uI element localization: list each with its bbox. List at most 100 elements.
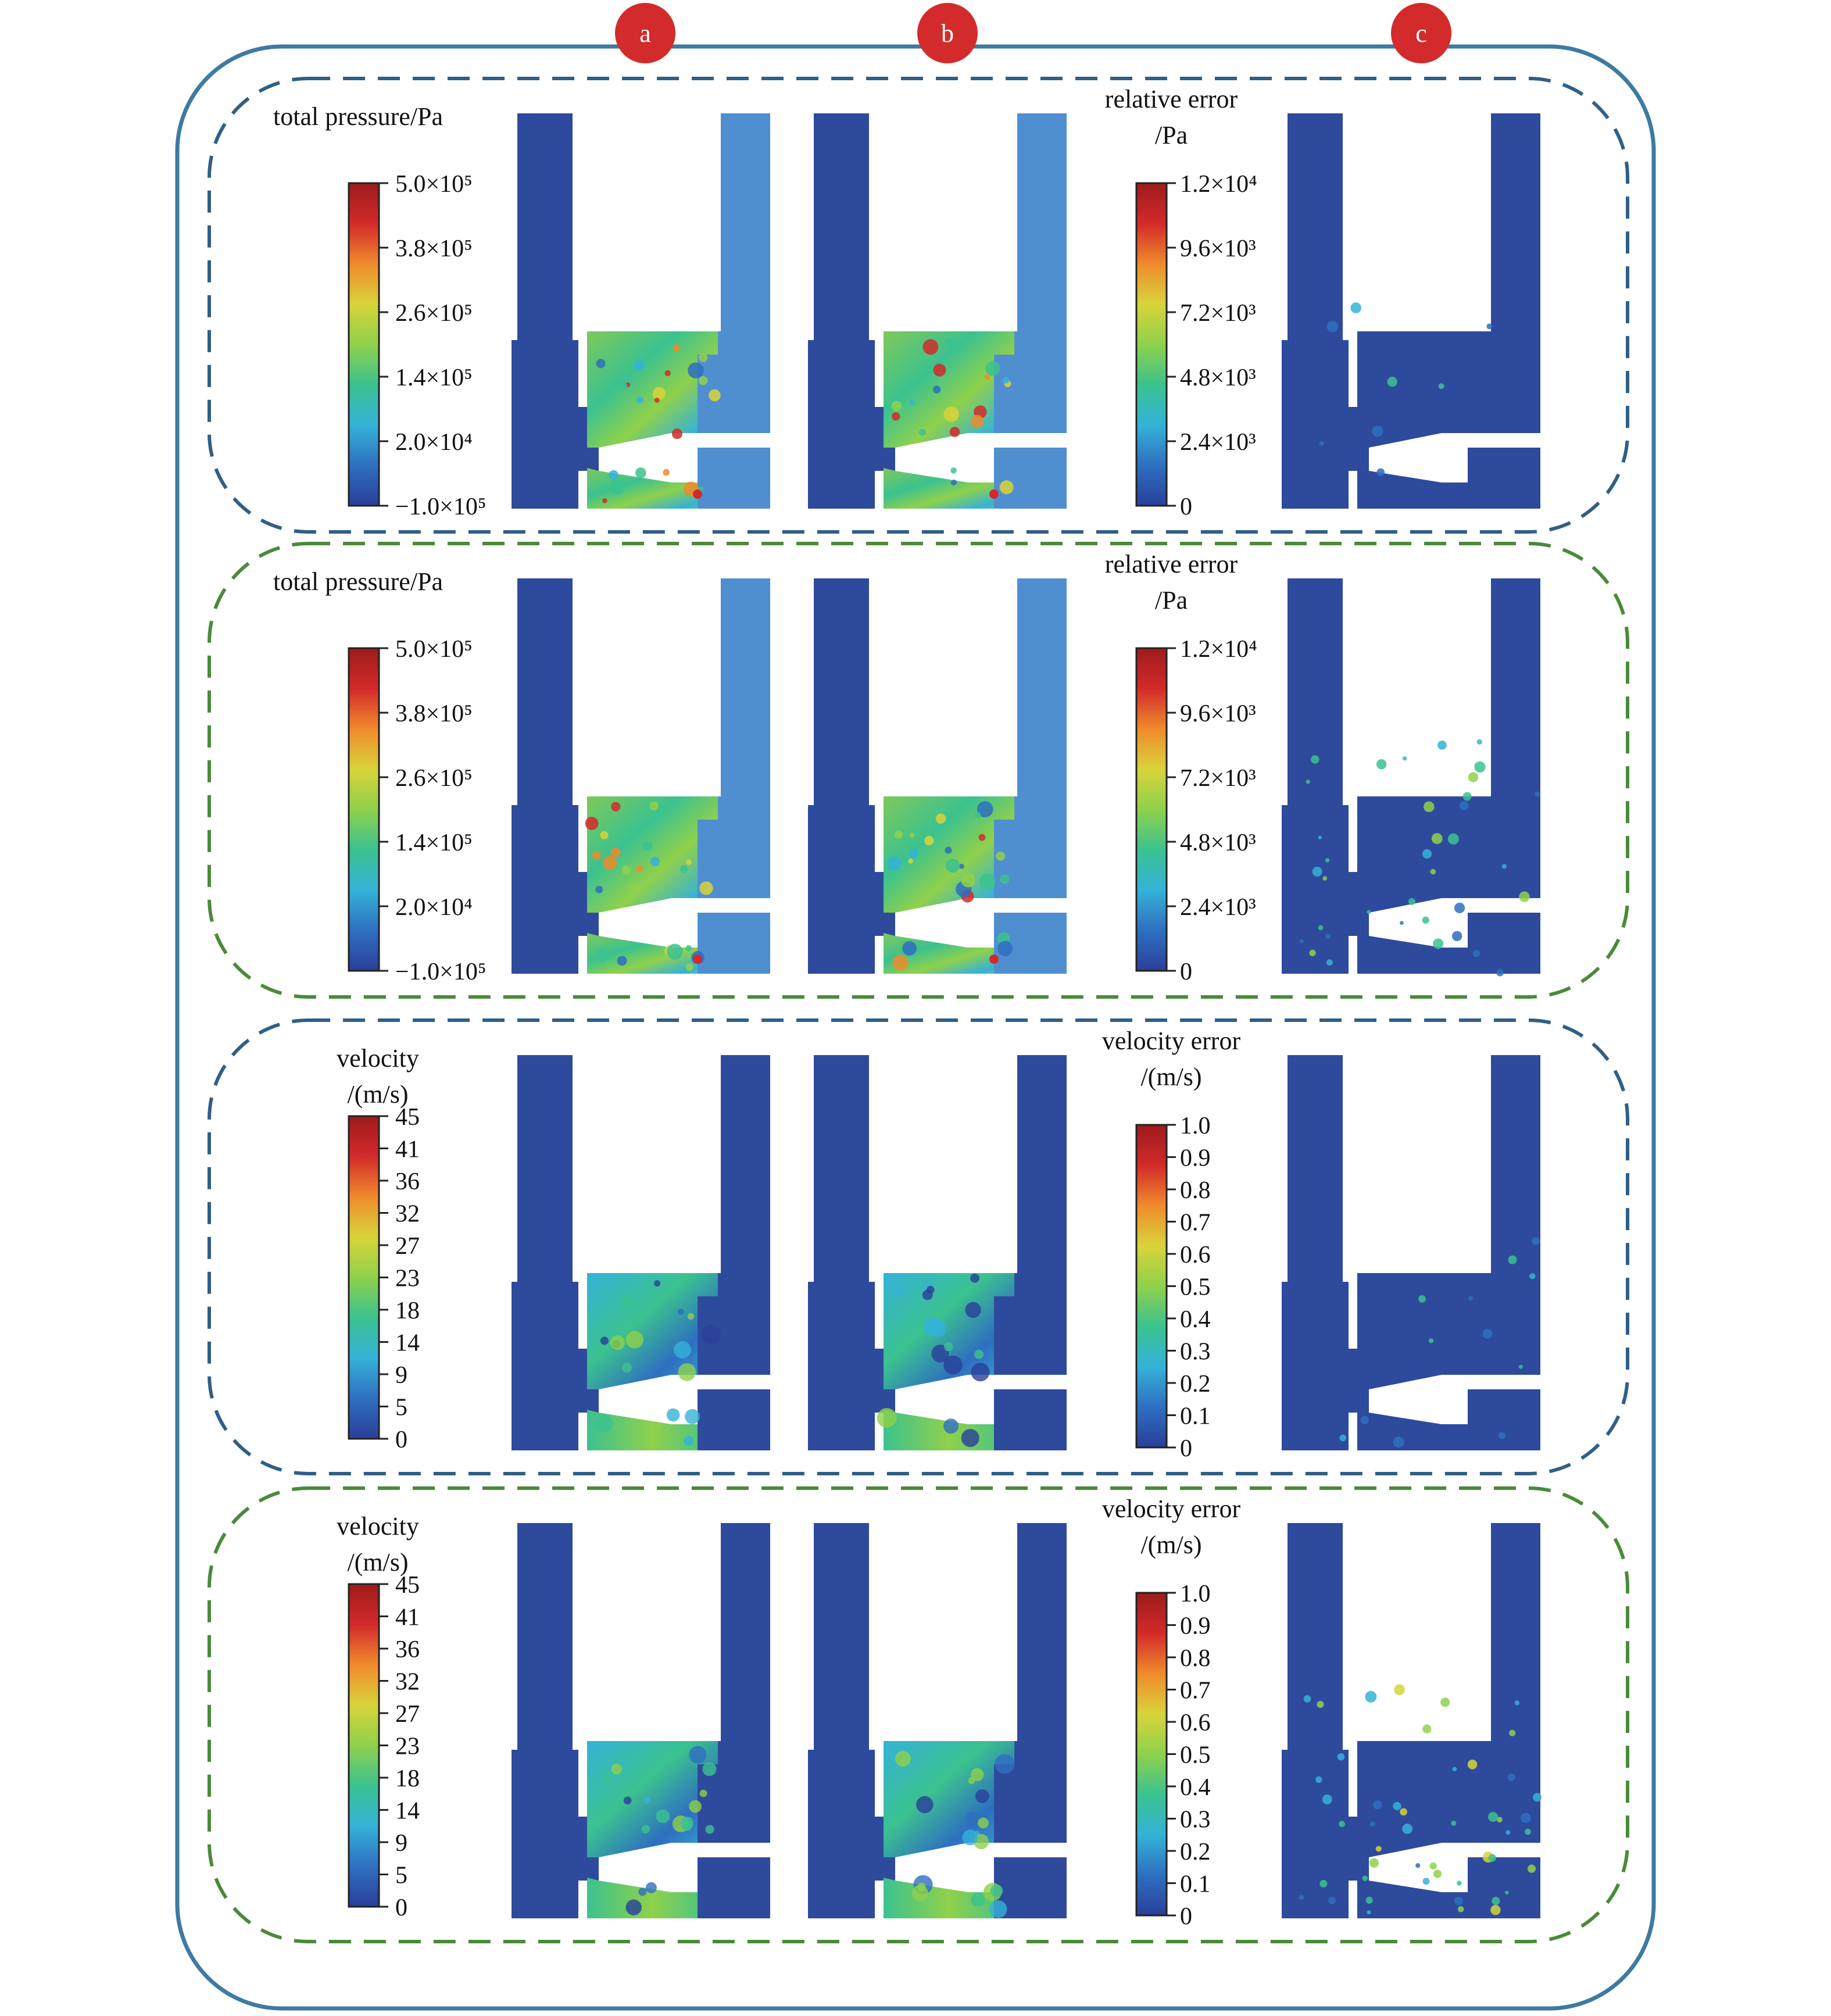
- error-blob: [1467, 1759, 1478, 1770]
- field-blob: [943, 406, 959, 422]
- simulation-field-a: [512, 1523, 770, 1918]
- field-blob: [650, 856, 660, 867]
- field-blob: [959, 863, 964, 869]
- field-blob: [685, 945, 692, 952]
- geometry-lower-chamber: [884, 468, 1014, 509]
- geometry-right-step: [1014, 796, 1067, 820]
- error-blob: [1422, 849, 1432, 859]
- error-blob: [1309, 949, 1316, 957]
- field-blob: [978, 1817, 989, 1829]
- field-blob: [962, 1829, 978, 1846]
- field-blob: [654, 1280, 661, 1287]
- geometry-right-block-lower: [1468, 1389, 1540, 1450]
- geometry-left-step: [1282, 805, 1349, 974]
- error-blob: [1451, 931, 1462, 942]
- error-blob: [1318, 925, 1324, 931]
- field-blob: [602, 1772, 612, 1782]
- field-blob: [922, 1289, 933, 1300]
- geometry-left-step: [1282, 1750, 1349, 1918]
- error-blob: [1375, 1846, 1382, 1852]
- error-blob: [1299, 1895, 1304, 1900]
- right-legend-tick-label: 0.5: [1180, 1742, 1211, 1769]
- error-blob: [1437, 741, 1447, 750]
- geometry-left-step: [512, 1282, 578, 1450]
- error-blob: [1394, 1684, 1405, 1696]
- left-legend: velocity /(m/s)45 41 36 32 27 23 18 14 9 5 0: [337, 1044, 420, 1453]
- error-blob: [1488, 1854, 1496, 1862]
- error-blob: [1326, 959, 1333, 966]
- error-blob: [1402, 756, 1407, 761]
- error-blob: [1299, 939, 1304, 943]
- error-blob: [1505, 1890, 1509, 1895]
- error-field-c: [1282, 1523, 1542, 1918]
- column-badge-b: b: [917, 3, 978, 63]
- field-blob: [698, 376, 708, 385]
- left-legend-tick-label: 32: [395, 1201, 420, 1228]
- geometry-right-step: [1488, 796, 1540, 820]
- field-blob: [971, 1768, 984, 1781]
- error-blob: [1337, 1753, 1345, 1761]
- column-badges: a b c: [615, 3, 1451, 63]
- error-blob: [1322, 1794, 1332, 1804]
- right-legend-tick-label: 4.8×10³: [1180, 830, 1256, 856]
- right-legend-title: relative error: [1105, 550, 1238, 578]
- geometry-left-step: [808, 1750, 875, 1918]
- left-legend-tick-label: 5.0×10⁵: [395, 636, 473, 663]
- field-blob: [902, 941, 917, 956]
- geometry-lower-chamber: [1357, 1410, 1488, 1450]
- error-blob: [1476, 739, 1482, 745]
- error-blob: [1408, 898, 1415, 905]
- right-legend-tick-label: 1.2×10⁴: [1180, 636, 1257, 663]
- right-legend-title: /(m/s): [1140, 1063, 1201, 1091]
- field-blob: [689, 1746, 707, 1764]
- error-blob: [1424, 801, 1435, 813]
- field-blob: [909, 400, 915, 406]
- error-blob: [1367, 1910, 1371, 1915]
- field-blob: [600, 1336, 609, 1345]
- field-blob: [961, 1429, 979, 1447]
- error-blob: [1501, 864, 1507, 869]
- field-blob: [625, 1899, 642, 1915]
- field-blob: [985, 360, 1001, 376]
- field-blob: [681, 1820, 693, 1831]
- left-legend: total pressure/Pa 5.0×10⁵ 3.8×10⁵ 2.6×10⁵ 1.…: [273, 567, 487, 985]
- field-blob: [908, 858, 913, 864]
- right-legend-tick-label: 0.1: [1180, 1403, 1211, 1430]
- error-blob: [1472, 949, 1480, 957]
- field-blob: [699, 353, 708, 363]
- right-legend-tick-label: 0: [1180, 959, 1192, 985]
- column-badge-c: c: [1391, 3, 1451, 63]
- error-blob: [1415, 1863, 1421, 1868]
- geometry-right-step: [1014, 1273, 1067, 1296]
- field-blob: [990, 1884, 1003, 1897]
- right-legend-tick-label: 9.6×10³: [1180, 235, 1256, 262]
- geometry-upper-chamber: [587, 1273, 718, 1389]
- geometry-right-block-lower: [698, 913, 770, 974]
- error-blob: [1339, 1821, 1345, 1828]
- field-blob: [935, 813, 946, 824]
- error-blob: [1393, 1436, 1404, 1448]
- right-legend-tick-label: 4.8×10³: [1180, 364, 1256, 391]
- right-legend-title: /Pa: [1155, 586, 1188, 614]
- geometry-right-step: [1488, 1741, 1540, 1764]
- geometry-right-block-lower: [1468, 448, 1540, 509]
- error-field-c: [1282, 113, 1540, 509]
- field-blob: [595, 885, 603, 893]
- field-blob: [989, 1900, 1007, 1918]
- error-blob: [1422, 1724, 1432, 1733]
- left-legend-tick-label: 14: [395, 1330, 420, 1357]
- field-blob: [950, 479, 957, 485]
- error-blob: [1486, 323, 1493, 330]
- field-blob: [892, 412, 900, 421]
- left-legend-tick-label: 0: [395, 1895, 407, 1921]
- right-legend-tick-label: 0.7: [1180, 1210, 1211, 1236]
- error-blob: [1362, 1875, 1368, 1881]
- field-blob: [932, 385, 941, 394]
- error-blob: [1317, 1700, 1324, 1708]
- right-legend-tick-label: 0.5: [1180, 1274, 1211, 1301]
- left-colorbar: [348, 647, 380, 972]
- column-badge-a: a: [615, 3, 675, 63]
- right-legend: relative error/Pa 1.2×10⁴ 9.6×10³ 7.2×10³ 4.…: [1105, 85, 1257, 520]
- field-blob: [943, 1355, 963, 1375]
- left-legend-tick-label: 3.8×10⁵: [395, 235, 473, 262]
